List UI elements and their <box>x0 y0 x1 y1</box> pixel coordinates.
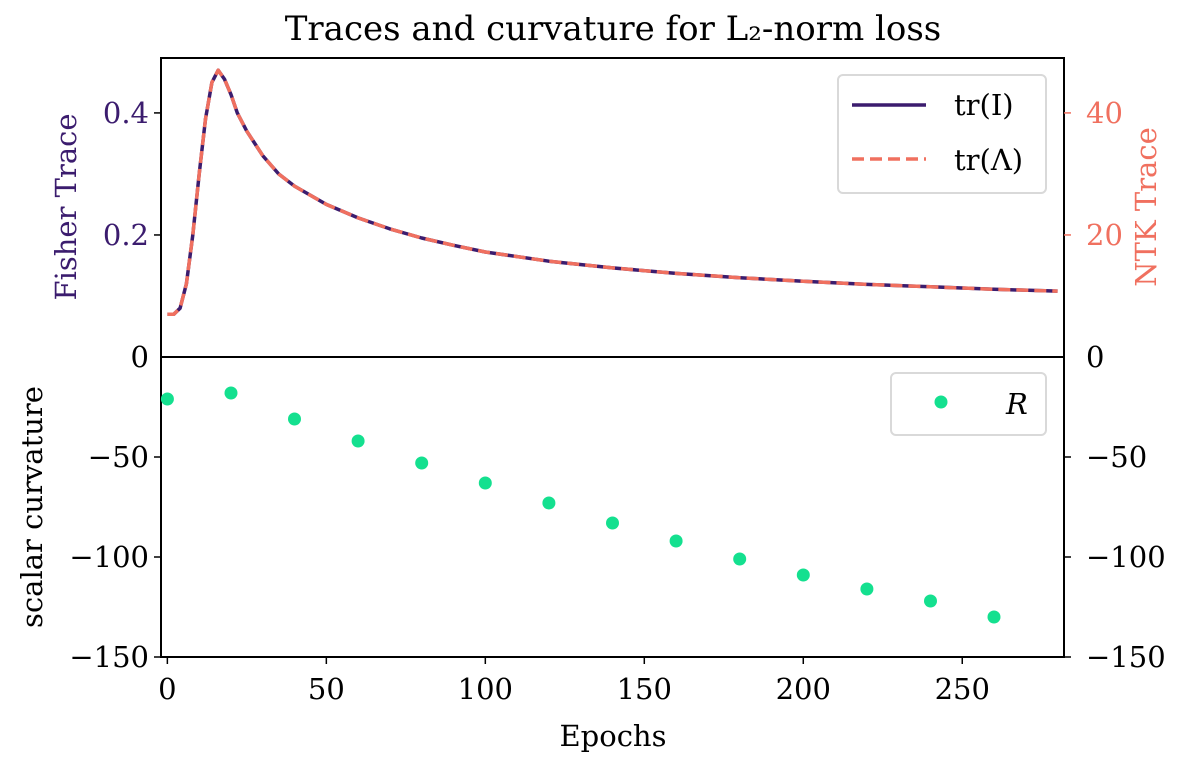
top-series-lines <box>167 68 1058 317</box>
bottom-right-tick-label: −100 <box>1086 540 1166 574</box>
x-tick-label: 0 <box>158 672 176 706</box>
bottom-panel: −150−100−50 −150−100−50 0 50 100 150 200 250 … <box>15 356 1166 753</box>
bottom-left-ticks: −150 −100 −50 <box>69 440 161 674</box>
top-panel: 0 0.2 0.4 0 20 40 Fisher Trace NTK Trace tr(… <box>49 57 1163 374</box>
bottom-right-ticks: −150 −100 −50 <box>1064 440 1166 674</box>
bottom-panel-frame <box>160 356 1065 658</box>
scatter-point-r <box>478 476 492 490</box>
top-left-tick-label: 0.2 <box>103 218 149 252</box>
chart-title: Traces and curvature for L₂-norm loss <box>285 9 942 49</box>
scatter-point-r <box>733 552 747 566</box>
scatter-point-r <box>160 392 174 406</box>
top-right-tick-label: 40 <box>1086 96 1123 130</box>
fisher-trace-axis-label: Fisher Trace <box>49 113 83 300</box>
ntk-trace-axis-label: NTK Trace <box>1129 127 1163 287</box>
scatter-point-r <box>415 456 429 470</box>
bottom-scatter-points <box>160 386 1001 624</box>
bottom-left-tick-label: −150 <box>69 640 149 674</box>
scatter-point-r <box>288 412 301 426</box>
legend-label-tr-lambda: tr(Λ) <box>954 143 1023 177</box>
bottom-legend-box <box>890 372 1047 436</box>
x-tick-label: 50 <box>308 672 345 706</box>
scatter-point-r <box>796 568 810 582</box>
legend-label-tr-i: tr(I) <box>954 88 1014 122</box>
top-legend: tr(I) tr(Λ) <box>837 74 1047 194</box>
x-tick-label: 150 <box>617 672 672 706</box>
x-tick-label: 200 <box>776 672 831 706</box>
bottom-right-tick-label: −150 <box>1086 640 1166 674</box>
scalar-curvature-axis-label: scalar curvature <box>15 386 49 628</box>
top-right-ticks: 0 20 40 <box>1064 96 1123 374</box>
series-line-tr-lambda <box>167 68 1058 317</box>
x-axis-label: Epochs <box>560 719 667 753</box>
scatter-point-r <box>606 516 619 530</box>
scatter-point-r <box>542 496 556 510</box>
scatter-point-r <box>987 610 1001 624</box>
x-axis-ticks: 0 50 100 150 200 250 <box>158 657 990 706</box>
bottom-left-tick-label: −100 <box>69 540 149 574</box>
bottom-legend: R <box>890 372 1047 436</box>
legend-label-r: R <box>1005 387 1028 421</box>
scatter-point-r <box>224 386 238 400</box>
top-right-tick-label: 20 <box>1086 218 1123 252</box>
legend-marker-r <box>934 395 948 409</box>
scatter-point-r <box>351 434 365 448</box>
scatter-point-r <box>860 582 874 596</box>
scatter-point-r <box>669 534 683 548</box>
bottom-right-tick-label: −50 <box>1086 440 1147 474</box>
top-left-tick-label: 0.4 <box>103 96 149 130</box>
x-tick-label: 250 <box>935 672 990 706</box>
top-left-ticks: 0 0.2 0.4 <box>103 96 161 374</box>
bottom-left-tick-label: −50 <box>88 440 149 474</box>
scatter-point-r <box>924 594 937 608</box>
top-left-tick-label: 0 <box>131 340 149 374</box>
x-tick-label: 100 <box>458 672 513 706</box>
top-right-tick-label: 0 <box>1086 340 1104 374</box>
